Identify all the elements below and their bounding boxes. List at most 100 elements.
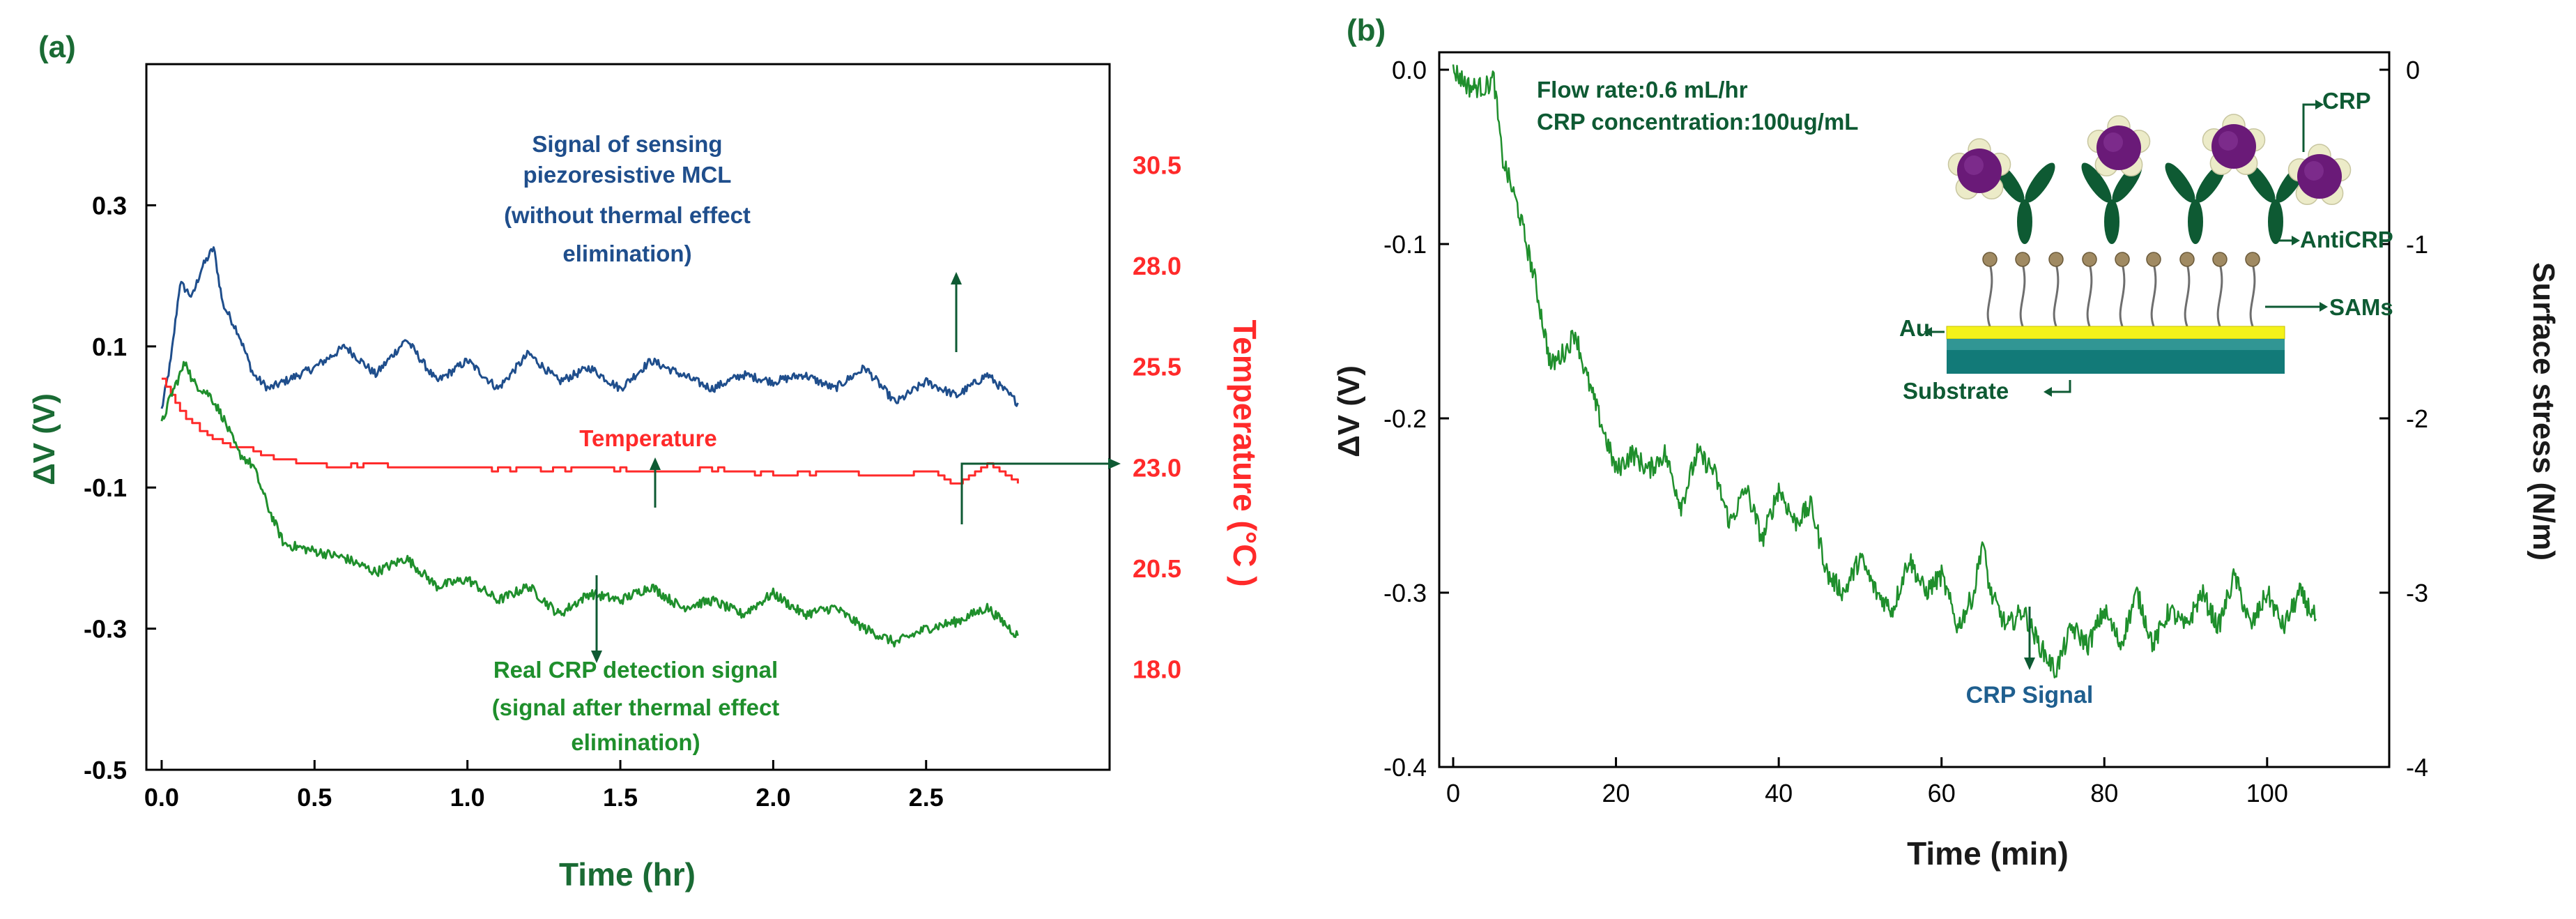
sam-headgroup xyxy=(2245,252,2260,267)
x-tick-label: 1.5 xyxy=(603,783,638,812)
sam-tether xyxy=(2184,263,2191,327)
sam-tether xyxy=(2216,263,2223,327)
anticrp-label: AntiCRP xyxy=(2300,227,2393,252)
x-tick-label: 100 xyxy=(2246,779,2288,807)
panel-b: (b) 0 20 40 60 80 100 0.0 -0.1 -0.2 -0.3 -0.4 0 -1… xyxy=(1332,13,2561,872)
x-tick-label: 20 xyxy=(1602,779,1630,807)
sam-tether xyxy=(1986,263,1993,327)
panel-a: (a) 0.0 0.5 1.0 1.5 2.0 2.5 0.3 0.1 -0.1 -0.3 -0.… xyxy=(27,30,1263,893)
crp-pointer xyxy=(2302,103,2317,152)
annotation-line: (without thermal effect xyxy=(504,202,751,228)
crp-concentration-text: CRP concentration:100ug/mL xyxy=(1537,109,1858,135)
y-tick-label: -0.3 xyxy=(84,615,127,644)
au-label: Au xyxy=(1899,315,1930,341)
crp-protein-highlight xyxy=(2218,131,2238,151)
sam-headgroup xyxy=(2179,252,2195,267)
sam-headgroup xyxy=(2015,252,2030,267)
substrate-pointer xyxy=(2050,380,2071,393)
right-y-tick-label: 23.0 xyxy=(1133,453,1181,482)
panel-b-right-y-ticks: 0 -1 -2 -3 -4 xyxy=(2379,56,2428,782)
panel-a-temperature-arrow-head xyxy=(650,457,661,470)
crp-signal-line xyxy=(1452,64,2317,678)
substrate-highlight xyxy=(1947,339,2285,350)
sensor-schematic: CRP AntiCRP SAMs Au Substrate xyxy=(1899,88,2393,404)
antibody-arm xyxy=(2025,162,2055,203)
y-tick-label: -0.4 xyxy=(1383,753,1427,782)
au-pointer-head xyxy=(1924,327,1932,337)
right-y-tick-label: 28.0 xyxy=(1133,252,1181,280)
x-tick-label: 80 xyxy=(2090,779,2118,807)
mcl-signal-line xyxy=(160,246,1019,409)
panel-a-right-y-ticks: 30.5 28.0 25.5 23.0 20.5 18.0 xyxy=(1133,151,1181,684)
right-y-tick-label: 0 xyxy=(2406,56,2420,84)
antibody-stem xyxy=(2104,199,2119,244)
panel-b-x-ticks: 0 20 40 60 80 100 xyxy=(1446,757,2288,807)
y-tick-label: 0.3 xyxy=(92,191,127,220)
right-y-tick-label: 20.5 xyxy=(1133,554,1181,583)
y-tick-label: -0.3 xyxy=(1383,579,1427,607)
annotation-line: elimination) xyxy=(562,241,691,266)
sam-headgroup xyxy=(2115,252,2130,267)
sam-headgroup xyxy=(2212,252,2228,267)
antibody-arm xyxy=(2081,162,2112,203)
panel-b-series-lines xyxy=(1452,64,2317,678)
antibody-arm xyxy=(2165,162,2195,203)
anticrp-pointer xyxy=(2269,229,2293,242)
x-tick-label: 0.5 xyxy=(297,783,332,812)
panel-a-mcl-arrow-head xyxy=(951,272,962,284)
sam-tether xyxy=(2086,263,2093,327)
annotation-line: Real CRP detection signal xyxy=(493,657,778,683)
panel-b-crp-signal-label: CRP Signal xyxy=(1966,682,2094,708)
panel-a-label: (a) xyxy=(38,30,76,64)
right-y-tick-label: 30.5 xyxy=(1133,151,1181,180)
sam-tether xyxy=(2150,263,2157,327)
substrate-label: Substrate xyxy=(1903,378,2009,404)
panel-b-y-axis-label: ΔV (V) xyxy=(1332,365,1366,457)
panel-a-y-ticks: 0.3 0.1 -0.1 -0.3 -0.5 xyxy=(84,191,156,784)
panel-a-right-axis-pointer-head xyxy=(1108,458,1121,469)
panel-b-x-axis-label: Time (min) xyxy=(1907,835,2069,872)
x-tick-label: 2.5 xyxy=(909,783,944,812)
anticrp-antibodies xyxy=(1994,162,2306,244)
panel-a-x-ticks: 0.0 0.5 1.0 1.5 2.0 2.5 xyxy=(144,760,944,812)
right-y-tick-label: 25.5 xyxy=(1133,353,1181,381)
panel-a-plot-frame xyxy=(145,63,1111,771)
y-tick-label: -0.1 xyxy=(84,473,127,502)
y-tick-label: -0.2 xyxy=(1383,404,1427,433)
gold-layer xyxy=(1946,326,2285,340)
flow-rate-text: Flow rate:0.6 mL/hr xyxy=(1537,77,1748,102)
panel-a-crp-arrow-head xyxy=(591,651,602,663)
crp-protein-highlight xyxy=(2304,161,2324,181)
panel-b-y-ticks: 0.0 -0.1 -0.2 -0.3 -0.4 xyxy=(1383,56,1449,782)
right-y-tick-label: -3 xyxy=(2406,579,2428,607)
antibody-stem xyxy=(2268,199,2283,244)
annotation-line: piezoresistive MCL xyxy=(523,162,732,188)
sam-tether xyxy=(2019,263,2026,327)
sam-tether xyxy=(2249,263,2256,327)
right-y-tick-label: 18.0 xyxy=(1133,655,1181,683)
panel-a-y-axis-label: ΔV (V) xyxy=(27,393,61,485)
x-tick-label: 60 xyxy=(1928,779,1956,807)
annotation-line: elimination) xyxy=(571,729,700,755)
sams-pointer-head xyxy=(2320,302,2328,312)
temperature-line xyxy=(161,377,1019,485)
panel-a-series-lines xyxy=(160,246,1019,648)
right-y-tick-label: -2 xyxy=(2406,404,2428,433)
right-y-tick-label: -4 xyxy=(2406,753,2428,782)
crp-pointer-head xyxy=(2315,100,2324,109)
x-tick-label: 1.0 xyxy=(450,783,485,812)
crp-protein-highlight xyxy=(1964,155,1984,175)
crp-detection-line xyxy=(160,360,1019,648)
panel-a-annotation-temperature: Temperature xyxy=(579,425,716,451)
sam-headgroup xyxy=(2082,252,2097,267)
panel-a-right-y-axis-label: Temperature (°C ) xyxy=(1227,319,1263,586)
panel-b-label: (b) xyxy=(1347,13,1386,47)
antibody-stem xyxy=(2017,199,2032,244)
annotation-line: (signal after thermal effect xyxy=(492,694,780,720)
y-tick-label: -0.1 xyxy=(1383,230,1427,259)
panel-a-x-axis-label: Time (hr) xyxy=(559,856,696,893)
panel-b-right-y-axis-label: Surface stress (N/m) xyxy=(2527,262,2561,561)
y-tick-label: 0.1 xyxy=(92,333,127,361)
annotation-line: Signal of sensing xyxy=(532,131,722,157)
